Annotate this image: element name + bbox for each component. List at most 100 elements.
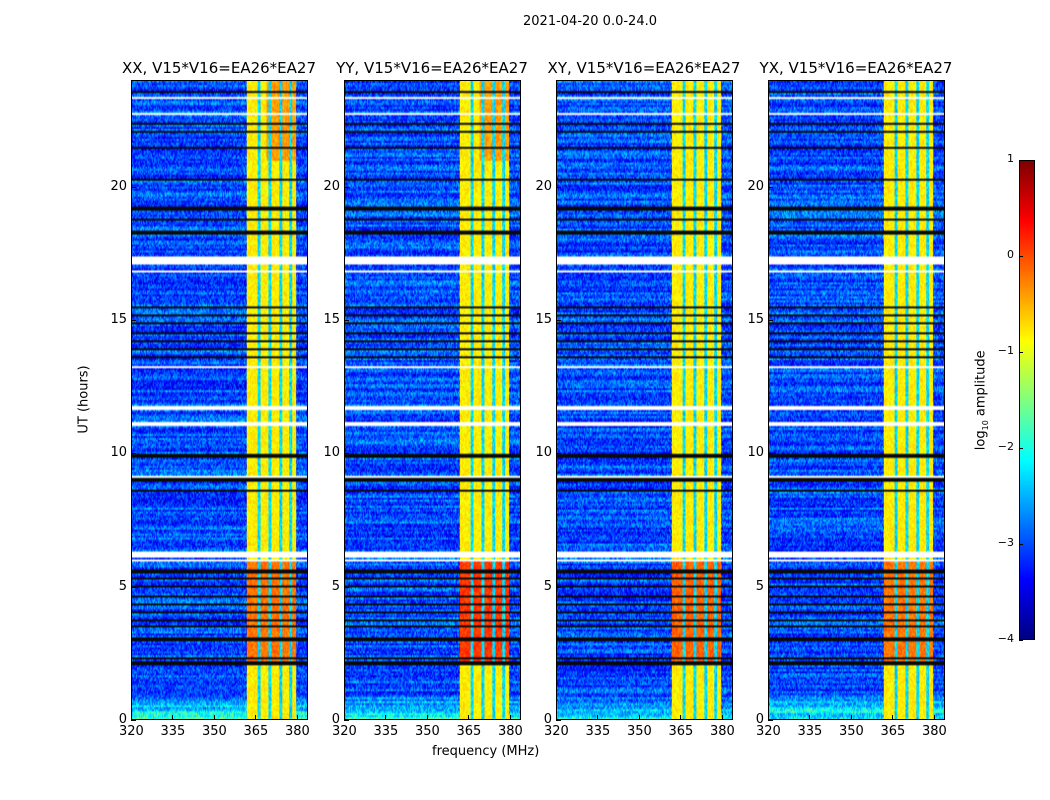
colorbar-tick-label: 1 [1007, 152, 1014, 165]
heatmap-cells [345, 81, 520, 719]
y-tick [344, 586, 349, 588]
x-tick-label: 335 [585, 724, 611, 739]
heatmap-panel [768, 80, 945, 720]
x-tick [768, 715, 769, 720]
heatmap-panel [131, 80, 308, 720]
y-tick [768, 453, 773, 455]
y-tick [556, 320, 561, 321]
heatmap-panel [344, 80, 521, 720]
colorbar-tick [1019, 160, 1023, 161]
x-tick [680, 715, 682, 720]
y-tick-label: 20 [110, 178, 127, 194]
colorbar-tick-label: −2 [997, 440, 1014, 453]
x-tick [255, 715, 257, 720]
y-tick-label: 5 [331, 578, 340, 594]
y-tick [556, 186, 561, 188]
y-tick [131, 453, 136, 455]
x-tick [556, 715, 557, 720]
x-tick [638, 715, 640, 720]
x-tick [892, 715, 894, 720]
y-tick [131, 186, 136, 188]
y-tick-label: 5 [543, 578, 552, 594]
colorbar-tick [1019, 544, 1023, 545]
y-tick [344, 320, 349, 321]
colorbar-tick-label: −3 [997, 536, 1014, 549]
y-tick [344, 186, 349, 188]
x-axis-label: frequency (MHz) [432, 744, 540, 759]
y-tick-label: 0 [331, 712, 340, 727]
y-tick-label: 10 [323, 445, 340, 461]
y-tick-label: 10 [747, 445, 764, 461]
x-tick [385, 715, 387, 720]
x-tick-label: 365 [243, 724, 269, 739]
y-tick [768, 720, 773, 721]
x-tick [296, 715, 298, 720]
y-tick-label: 15 [747, 312, 764, 327]
x-tick [131, 715, 132, 720]
y-tick-label: 5 [755, 578, 764, 594]
x-tick [597, 715, 599, 720]
y-tick-label: 5 [118, 578, 127, 594]
colorbar-tick [1019, 640, 1023, 641]
x-tick [344, 715, 345, 720]
y-tick-label: 15 [535, 312, 552, 327]
y-tick [768, 320, 773, 321]
y-tick-label: 10 [110, 445, 127, 461]
x-tick-label: 350 [414, 724, 440, 739]
x-tick-label: 335 [373, 724, 399, 739]
x-tick [721, 715, 723, 720]
panel-title: XX, V15*V16=EA26*EA27 [121, 59, 316, 77]
colorbar-tick [1019, 256, 1023, 257]
y-tick [131, 320, 136, 321]
x-tick-label: 380 [284, 724, 310, 739]
y-tick-label: 0 [118, 712, 127, 727]
y-tick [344, 453, 349, 455]
colorbar-tick-label: −1 [997, 344, 1014, 357]
x-tick-label: 350 [626, 724, 652, 739]
colorbar-tick [1019, 448, 1023, 449]
y-axis-label: UT (hours) [76, 365, 92, 434]
x-tick [468, 715, 470, 720]
colorbar [1019, 160, 1035, 640]
x-tick [172, 715, 174, 720]
x-tick-label: 320 [332, 724, 357, 739]
y-tick-label: 15 [110, 312, 127, 327]
colorbar-tick [1019, 352, 1023, 353]
x-tick-label: 350 [838, 724, 864, 739]
y-tick-label: 0 [543, 712, 552, 727]
y-tick-label: 0 [755, 712, 764, 727]
x-tick-label: 380 [921, 724, 947, 739]
x-tick-label: 365 [668, 724, 694, 739]
y-tick [768, 586, 773, 588]
x-tick-label: 365 [456, 724, 482, 739]
x-tick-label: 365 [880, 724, 906, 739]
x-tick-label: 380 [497, 724, 523, 739]
x-tick [213, 715, 215, 720]
heatmap-cells [132, 81, 307, 719]
y-tick-label: 15 [323, 312, 340, 327]
x-tick [809, 715, 811, 720]
x-tick-label: 350 [201, 724, 227, 739]
x-tick-label: 335 [797, 724, 823, 739]
x-tick-label: 335 [160, 724, 186, 739]
y-tick [131, 720, 136, 721]
y-tick [556, 720, 561, 721]
y-tick [556, 453, 561, 455]
x-tick [933, 715, 935, 720]
x-tick [509, 715, 511, 720]
x-tick-label: 320 [544, 724, 569, 739]
figure-title: 2021-04-20 0.0-24.0 [523, 14, 657, 29]
y-tick [344, 720, 349, 721]
x-tick-label: 320 [119, 724, 144, 739]
y-tick-label: 20 [535, 178, 552, 194]
colorbar-label: log10 amplitude [973, 350, 991, 451]
colorbar-tick-label: −4 [997, 632, 1014, 645]
x-tick-label: 320 [756, 724, 781, 739]
heatmap-cells [769, 81, 944, 719]
y-tick [768, 186, 773, 188]
y-tick [131, 586, 136, 588]
y-tick-label: 20 [747, 178, 764, 194]
y-tick [556, 586, 561, 588]
heatmap-panel [556, 80, 733, 720]
